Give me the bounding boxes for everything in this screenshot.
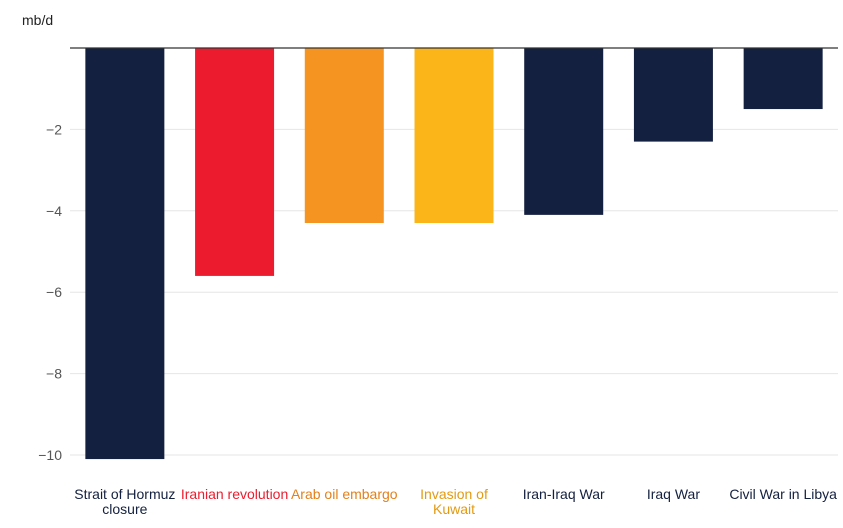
y-tick-label: −4	[46, 203, 62, 219]
bar	[524, 48, 604, 215]
x-tick-label: Iran-Iraq War	[522, 486, 605, 502]
x-tick-label: Civil War in Libya	[729, 486, 837, 502]
y-tick-label: −10	[38, 447, 62, 463]
bar	[304, 48, 384, 224]
x-tick-label: Arab oil embargo	[290, 486, 398, 502]
x-tick-label: Iraq War	[646, 486, 700, 502]
bar	[414, 48, 494, 224]
y-unit-label: mb/d	[22, 12, 54, 28]
y-tick-label: −2	[46, 121, 62, 137]
y-tick-label: −6	[46, 284, 62, 300]
bar	[633, 48, 713, 142]
bar	[195, 48, 275, 276]
bar	[743, 48, 823, 110]
y-tick-label: −8	[46, 366, 62, 382]
x-tick-label: Iranian revolution	[180, 486, 289, 502]
bar	[85, 48, 165, 460]
x-tick-label: Invasion of Kuwait	[420, 486, 488, 517]
x-tick-label: Strait of Hormuz closure	[74, 486, 176, 517]
